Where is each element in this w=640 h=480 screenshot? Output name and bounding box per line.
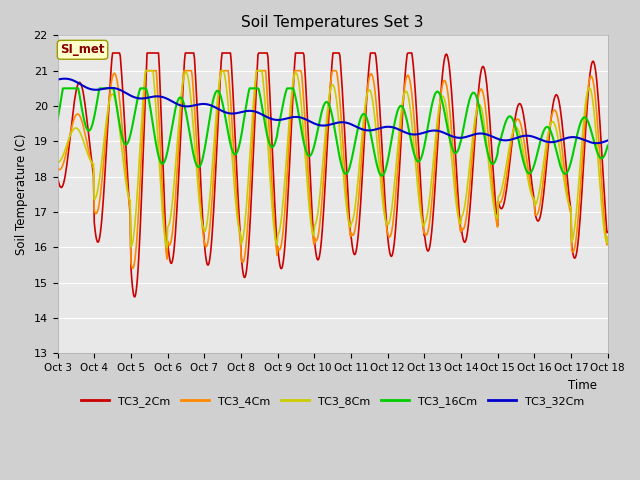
TC3_32Cm: [206, 102, 214, 108]
TC3_32Cm: [121, 90, 129, 96]
TC3_8Cm: [178, 90, 186, 96]
Title: Soil Temperatures Set 3: Soil Temperatures Set 3: [241, 15, 424, 30]
TC3_32Cm: [593, 140, 600, 146]
TC3_2Cm: [54, 174, 61, 180]
TC3_16Cm: [378, 173, 386, 179]
TC3_2Cm: [178, 114, 186, 120]
TC3_4Cm: [207, 216, 214, 222]
Line: TC3_32Cm: TC3_32Cm: [58, 79, 608, 143]
TC3_32Cm: [417, 131, 424, 137]
X-axis label: Time: Time: [568, 379, 596, 392]
TC3_8Cm: [54, 160, 61, 166]
TC3_2Cm: [207, 250, 214, 256]
TC3_16Cm: [54, 117, 61, 123]
Line: TC3_8Cm: TC3_8Cm: [58, 71, 608, 248]
TC3_32Cm: [604, 138, 612, 144]
TC3_16Cm: [401, 110, 409, 116]
TC3_4Cm: [129, 265, 136, 271]
TC3_8Cm: [207, 186, 214, 192]
TC3_16Cm: [59, 85, 67, 91]
TC3_8Cm: [63, 140, 71, 146]
TC3_32Cm: [177, 103, 184, 108]
Line: TC3_2Cm: TC3_2Cm: [58, 53, 608, 297]
TC3_8Cm: [163, 245, 171, 251]
TC3_4Cm: [54, 166, 61, 171]
TC3_8Cm: [401, 89, 409, 95]
TC3_2Cm: [417, 188, 425, 193]
Line: TC3_16Cm: TC3_16Cm: [58, 88, 608, 176]
TC3_32Cm: [400, 129, 408, 135]
TC3_4Cm: [178, 96, 186, 102]
TC3_16Cm: [604, 143, 612, 148]
TC3_8Cm: [604, 234, 612, 240]
TC3_4Cm: [417, 206, 425, 212]
TC3_32Cm: [61, 76, 69, 82]
TC3_2Cm: [109, 50, 116, 56]
TC3_8Cm: [120, 166, 128, 171]
TC3_16Cm: [206, 115, 214, 120]
TC3_16Cm: [121, 141, 129, 147]
TC3_4Cm: [63, 144, 71, 150]
TC3_4Cm: [120, 148, 128, 154]
TC3_8Cm: [141, 68, 149, 73]
TC3_2Cm: [604, 229, 612, 235]
Y-axis label: Soil Temperature (C): Soil Temperature (C): [15, 133, 28, 255]
TC3_2Cm: [401, 75, 409, 81]
TC3_16Cm: [417, 156, 425, 161]
TC3_16Cm: [177, 95, 184, 100]
TC3_4Cm: [604, 236, 612, 242]
Text: SI_met: SI_met: [60, 43, 105, 56]
TC3_2Cm: [121, 125, 129, 131]
TC3_32Cm: [54, 77, 61, 83]
TC3_4Cm: [143, 68, 150, 73]
TC3_4Cm: [401, 82, 409, 88]
TC3_32Cm: [65, 76, 72, 82]
Legend: TC3_2Cm, TC3_4Cm, TC3_8Cm, TC3_16Cm, TC3_32Cm: TC3_2Cm, TC3_4Cm, TC3_8Cm, TC3_16Cm, TC3…: [77, 392, 589, 411]
TC3_2Cm: [63, 157, 71, 163]
Line: TC3_4Cm: TC3_4Cm: [58, 71, 608, 268]
TC3_16Cm: [65, 85, 72, 91]
TC3_2Cm: [131, 294, 139, 300]
TC3_8Cm: [417, 213, 425, 218]
